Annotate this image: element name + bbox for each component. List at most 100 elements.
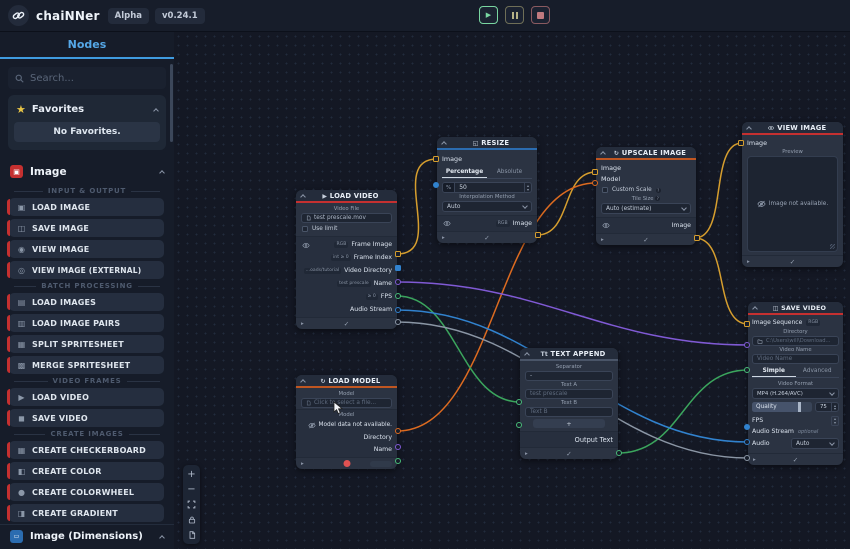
play-icon[interactable]: ▸: [753, 457, 756, 463]
handle-image-input[interactable]: [592, 169, 598, 175]
tile-size-select[interactable]: Auto (estimate): [601, 203, 691, 214]
zoom-in-button[interactable]: +: [183, 467, 200, 482]
tab-percentage[interactable]: Percentage: [442, 167, 487, 178]
lock-button[interactable]: [183, 512, 200, 527]
play-icon[interactable]: ▸: [601, 237, 604, 243]
handle-video-name-input[interactable]: [744, 367, 750, 373]
play-icon[interactable]: ▸: [442, 235, 445, 241]
sidebar-scrollbar[interactable]: [170, 64, 173, 142]
directory-input[interactable]: C:\Users\will\Download...: [752, 336, 839, 346]
node-header[interactable]: Tt TEXT APPEND: [520, 348, 618, 361]
chevron-up-icon[interactable]: [159, 535, 165, 541]
collapse-icon[interactable]: [524, 352, 530, 358]
handle-image-sequence-input[interactable]: [744, 321, 750, 327]
node-header[interactable]: ↻ UPSCALE IMAGE: [596, 147, 696, 160]
node-resize[interactable]: ◱ RESIZE Image Percentage Absolute % 50 …: [437, 137, 537, 243]
handle-video-directory[interactable]: [395, 279, 401, 285]
node-load-video[interactable]: ▶ LOAD VIDEO Video File test prescale.mo…: [296, 190, 397, 329]
sidebar-item-load-images[interactable]: ▤LOAD IMAGES: [9, 293, 164, 311]
handle-frame-index[interactable]: [395, 265, 401, 271]
handle-image-input[interactable]: [433, 156, 439, 162]
sidebar-item-save-image[interactable]: ◫SAVE IMAGE: [9, 219, 164, 237]
resize-grip[interactable]: [830, 244, 835, 249]
eye-icon[interactable]: [302, 242, 310, 249]
handle-text-b-input[interactable]: [516, 422, 522, 428]
collapse-icon[interactable]: [600, 151, 606, 157]
sidebar-item-load-image[interactable]: ▣LOAD IMAGE: [9, 198, 164, 216]
sidebar-item-load-image-pairs[interactable]: ▥LOAD IMAGE PAIRS: [9, 314, 164, 332]
node-header[interactable]: ◫ SAVE VIDEO: [748, 302, 843, 315]
chevron-up-icon[interactable]: [159, 170, 165, 176]
handle-image-output[interactable]: [694, 235, 700, 241]
handle-output-text[interactable]: [616, 450, 622, 456]
collapse-icon[interactable]: [300, 194, 306, 200]
handle-text-a-input[interactable]: [516, 399, 522, 405]
sidebar-item-view-image-external[interactable]: ◎VIEW IMAGE (EXTERNAL): [9, 261, 164, 279]
audio-select[interactable]: Auto: [791, 438, 839, 449]
node-save-video[interactable]: ◫ SAVE VIDEO Image SequenceRGB Directory…: [748, 302, 843, 465]
handle-directory-output[interactable]: [395, 444, 401, 450]
handle-image-input[interactable]: [738, 140, 744, 146]
tab-nodes[interactable]: Nodes: [68, 38, 107, 51]
handle-audio-stream[interactable]: [395, 319, 401, 325]
node-header[interactable]: VIEW IMAGE: [742, 122, 843, 135]
handle-quality-input[interactable]: [744, 424, 750, 430]
video-file-input[interactable]: test prescale.mov: [301, 213, 392, 223]
use-limit-checkbox[interactable]: Use limit: [302, 226, 391, 232]
sidebar-item-save-video[interactable]: ◼SAVE VIDEO: [9, 409, 164, 427]
play-icon[interactable]: ▸: [301, 321, 304, 327]
play-icon[interactable]: ▸: [301, 461, 304, 467]
chevron-up-icon[interactable]: [153, 108, 159, 114]
sidebar-item-view-image[interactable]: ◉VIEW IMAGE: [9, 240, 164, 258]
checkbox-icon[interactable]: [302, 226, 308, 232]
run-button[interactable]: ▶: [479, 6, 498, 24]
pause-button[interactable]: [505, 6, 524, 24]
sidebar-item-split-spritesheet[interactable]: ▦SPLIT SPRITESHEET: [9, 335, 164, 353]
node-upscale-image[interactable]: ↻ UPSCALE IMAGE Image Model Custom Scale…: [596, 147, 696, 245]
node-text-append[interactable]: Tt TEXT APPEND Separator - Text A test p…: [520, 348, 618, 459]
collapse-icon[interactable]: [300, 379, 306, 385]
tab-absolute[interactable]: Absolute: [487, 167, 532, 178]
collapse-icon[interactable]: [746, 126, 752, 132]
favorites-header[interactable]: ★ Favorites: [14, 101, 160, 122]
collapse-icon[interactable]: [441, 141, 447, 147]
handle-fps[interactable]: [395, 307, 401, 313]
collapse-icon[interactable]: [752, 306, 758, 312]
sidebar-item-create-color[interactable]: ◧CREATE COLOR: [9, 462, 164, 480]
category-image-dimensions[interactable]: ▭ Image (Dimensions): [0, 524, 174, 549]
node-header[interactable]: ↻ LOAD MODEL: [296, 375, 397, 388]
text-b-input[interactable]: Text B: [525, 407, 613, 417]
sidebar-item-create-checkerboard[interactable]: ▦CREATE CHECKERBOARD: [9, 441, 164, 459]
percent-input[interactable]: % 50 ▴▾: [442, 182, 532, 193]
video-format-select[interactable]: MP4 (H.264/AVC): [752, 388, 839, 399]
eye-icon[interactable]: [602, 222, 610, 229]
quality-number-input[interactable]: 75▴▾: [815, 402, 839, 412]
sidebar-item-create-gradient[interactable]: ◨CREATE GRADIENT: [9, 504, 164, 522]
sidebar-item-load-video[interactable]: ▶LOAD VIDEO: [9, 388, 164, 406]
eye-icon[interactable]: [443, 220, 451, 227]
fit-view-button[interactable]: [183, 497, 200, 512]
sidebar-item-merge-spritesheet[interactable]: ▩MERGE SPRITESHEET: [9, 356, 164, 374]
handle-image-output[interactable]: [535, 232, 541, 238]
node-header[interactable]: ▶ LOAD VIDEO: [296, 190, 397, 203]
handle-name-output[interactable]: [395, 458, 401, 464]
export-image-button[interactable]: [183, 527, 200, 542]
node-header[interactable]: ◱ RESIZE: [437, 137, 537, 150]
node-editor-canvas[interactable]: [174, 32, 850, 549]
play-icon[interactable]: ▸: [525, 451, 528, 457]
custom-scale-checkbox[interactable]: Custom Scale?: [602, 187, 690, 193]
stepper[interactable]: ▴▾: [524, 183, 531, 192]
handle-fps-input[interactable]: [744, 439, 750, 445]
interpolation-select[interactable]: Auto: [442, 201, 532, 212]
tab-advanced[interactable]: Advanced: [796, 366, 840, 377]
add-input-button[interactable]: +: [533, 419, 605, 428]
node-view-image[interactable]: VIEW IMAGE Image Preview Image not avail…: [742, 122, 843, 267]
stepper[interactable]: ▴▾: [831, 403, 838, 411]
handle-name[interactable]: [395, 293, 401, 299]
text-a-input[interactable]: test prescale: [525, 389, 613, 399]
video-name-input[interactable]: Video Name: [752, 354, 839, 364]
node-load-model[interactable]: ↻ LOAD MODEL Model Click to select a fil…: [296, 375, 397, 469]
checkbox-icon[interactable]: [602, 187, 608, 193]
zoom-out-button[interactable]: −: [183, 482, 200, 497]
search-input[interactable]: [30, 73, 140, 84]
